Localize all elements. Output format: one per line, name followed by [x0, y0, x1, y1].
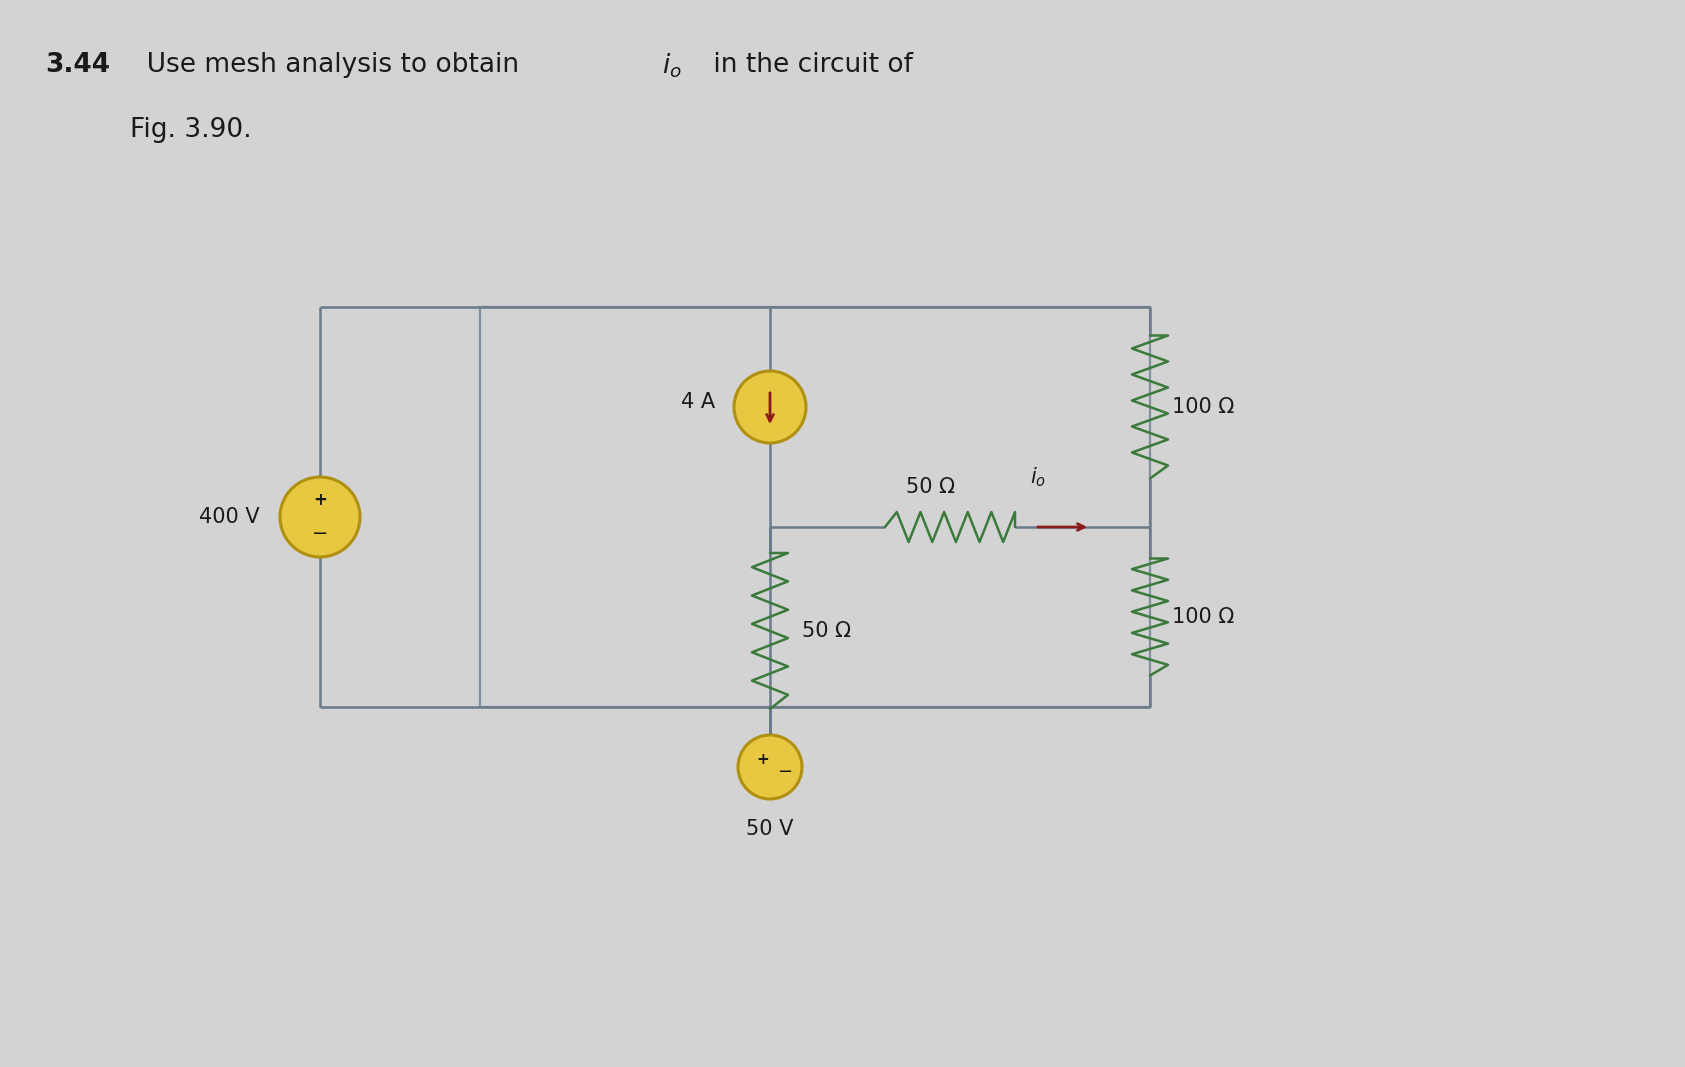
Text: $i_o$: $i_o$: [662, 52, 682, 80]
Circle shape: [280, 477, 361, 557]
Text: 100 Ω: 100 Ω: [1173, 397, 1233, 417]
Bar: [480, 307, 1149, 707]
Text: −: −: [777, 763, 792, 781]
Text: 50 V: 50 V: [746, 819, 794, 839]
Text: in the circuit of: in the circuit of: [704, 52, 913, 78]
Text: Fig. 3.90.: Fig. 3.90.: [130, 117, 251, 143]
Text: 3.44: 3.44: [45, 52, 110, 78]
Text: Use mesh analysis to obtain: Use mesh analysis to obtain: [130, 52, 527, 78]
Text: +: +: [313, 491, 327, 509]
Text: +: +: [757, 751, 770, 766]
Text: 4 A: 4 A: [681, 392, 714, 412]
Text: 400 V: 400 V: [199, 507, 259, 527]
Text: 50 Ω: 50 Ω: [802, 621, 851, 641]
Text: 50 Ω: 50 Ω: [905, 477, 954, 497]
Circle shape: [735, 371, 805, 443]
Text: $\mathit{i_o}$: $\mathit{i_o}$: [1030, 465, 1046, 489]
Text: −: −: [312, 525, 329, 543]
Circle shape: [738, 735, 802, 799]
Text: 100 Ω: 100 Ω: [1173, 607, 1233, 627]
